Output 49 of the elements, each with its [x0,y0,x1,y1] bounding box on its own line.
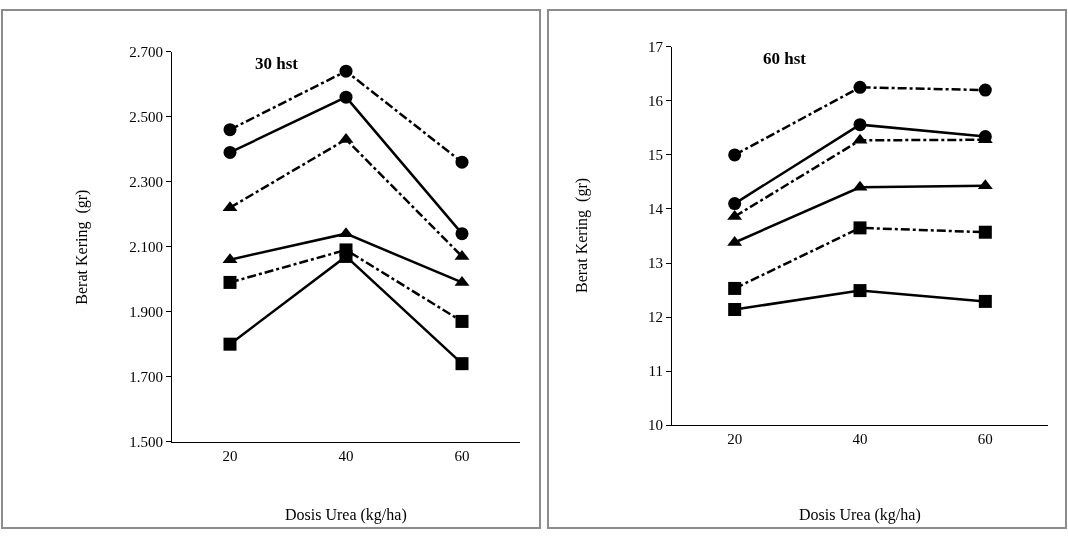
chart-title: 60 hst [763,49,807,68]
y-tick-label: 17 [648,39,664,56]
y-tick-label: 1.900 [129,303,163,320]
point [978,294,992,308]
point [455,357,469,371]
point [853,80,867,94]
x-tick-label: 60 [977,431,993,448]
point [853,118,867,132]
point [978,83,992,97]
x-tick-label: 20 [222,447,238,464]
point [728,197,742,211]
y-tick-label: 12 [648,309,663,326]
point [223,337,237,351]
point [978,225,992,239]
y-tick-label: 13 [648,255,663,272]
point [339,90,353,104]
point [223,275,237,289]
y-tick-label: 1.700 [129,368,163,385]
point [853,284,867,298]
point [455,314,469,328]
point [853,221,867,235]
point [455,155,469,169]
point [339,64,353,78]
point [728,148,742,162]
x-axis-title: Dosis Urea (kg/ha) [285,506,407,524]
x-axis-title: Dosis Urea (kg/ha) [799,506,921,524]
point [728,303,742,317]
x-tick-label: 40 [338,447,354,464]
x-tick-label: 40 [852,431,868,448]
y-tick-label: 2.300 [129,173,163,190]
point [455,227,469,241]
x-tick-label: 20 [727,431,743,448]
y-tick-label: 2.500 [129,108,163,125]
y-tick-label: 2.700 [129,43,163,60]
x-tick-label: 60 [454,447,470,464]
y-tick-label: 2.100 [129,238,163,255]
point [339,249,353,263]
y-tick-label: 1.500 [129,433,163,450]
y-axis-title: Berat Kering (gr) [573,177,591,293]
y-tick-label: 15 [648,147,663,164]
point [728,281,742,295]
point [223,123,237,137]
y-tick-label: 10 [648,417,663,434]
y-axis-title: Berat Kering (gr) [73,189,92,305]
point [223,145,237,159]
y-tick-label: 14 [648,201,664,218]
chart-title: 30 hst [255,54,299,73]
y-tick-label: 11 [648,363,663,380]
y-tick-label: 16 [648,93,664,110]
